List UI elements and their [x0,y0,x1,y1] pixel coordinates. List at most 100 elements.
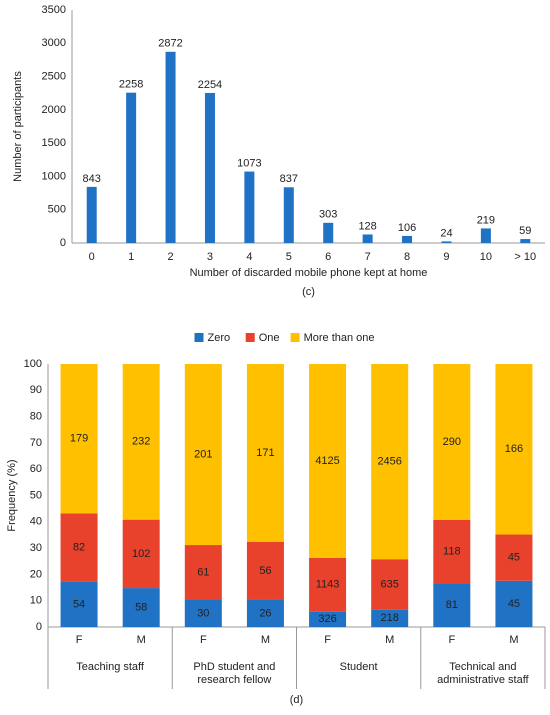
bar-segment [60,581,98,627]
y-tick-label: 40 [30,516,42,528]
x-tick-label: 7 [365,251,371,263]
x-tick-label: M [137,634,146,646]
x-tick-label: 3 [207,251,213,263]
x-tick-label: 5 [286,251,292,263]
y-tick-label: 3500 [42,4,66,16]
y-axis-label: Number of participants [12,71,24,182]
bar [86,186,97,243]
data-label: 56 [259,565,271,577]
x-tick-label: F [324,634,331,646]
x-tick-label: F [200,634,207,646]
data-label: 1073 [237,157,261,169]
y-tick-label: 2500 [42,70,66,82]
bar [323,222,334,243]
bar-segment [309,557,347,612]
data-label: 179 [70,433,88,445]
y-tick-label: 0 [60,237,66,249]
data-label: 102 [132,548,150,560]
x-tick-label: 0 [89,251,95,263]
x-tick-label: 8 [404,251,410,263]
bar-segment [371,559,409,610]
x-tick-label: 1 [128,251,134,263]
x-tick-label: 4 [246,251,252,263]
group-label: Teaching staff [76,661,145,673]
bar [441,241,452,243]
bar-segment [309,364,347,558]
data-label: 2456 [377,456,401,468]
bar-segment [433,364,471,520]
bar [165,51,176,244]
x-tick-label: F [76,634,83,646]
y-tick-label: 60 [30,463,42,475]
x-tick-label: M [261,634,270,646]
y-tick-label: 90 [30,384,42,396]
data-label: 219 [477,214,495,226]
x-tick-label: F [448,634,455,646]
x-tick-label: > 10 [514,251,536,263]
data-label: 59 [519,225,531,237]
bar-segment [246,364,284,542]
group-label: administrative staff [437,674,529,686]
legend-label: More than one [304,332,375,344]
data-label: 118 [443,546,461,558]
y-tick-label: 0 [36,621,42,633]
data-label: 2258 [119,79,143,91]
y-axis-label: Frequency (%) [6,459,18,531]
bar-segment [495,534,533,581]
data-label: 82 [73,542,85,554]
group-label: Student [340,661,378,673]
data-label: 24 [440,227,452,239]
bar-segment [122,519,160,589]
bar-segment [246,541,284,600]
bar-segment [60,364,98,514]
bar-segment [433,519,471,584]
group-label: research fellow [197,674,271,686]
bar-segment [184,364,222,546]
bar-segment [122,364,160,520]
data-label: 61 [197,566,209,578]
legend-swatch [290,333,300,342]
data-label: 290 [443,436,461,448]
data-label: 1143 [316,579,340,591]
legend-swatch [194,333,204,342]
legend-label: Zero [208,332,231,344]
y-tick-label: 70 [30,437,42,449]
caption: (d) [290,694,303,706]
x-axis-label: Number of discarded mobile phone kept at… [190,267,428,279]
y-tick-label: 1000 [42,170,66,182]
data-label: 303 [319,209,337,221]
bar [126,92,137,243]
y-tick-label: 80 [30,411,42,423]
bar-segment [371,609,409,627]
data-label: 54 [73,598,85,610]
bar-segment [184,545,222,600]
y-tick-label: 2000 [42,104,66,116]
y-tick-label: 20 [30,568,42,580]
data-label: 2254 [198,79,222,91]
bar-segment [309,611,347,627]
data-label: 218 [381,612,399,624]
y-tick-label: 30 [30,542,42,554]
legend-swatch [245,333,255,342]
data-label: 45 [508,552,520,564]
y-tick-label: 100 [24,358,42,370]
x-tick-label: M [385,634,394,646]
group-label: Technical and [449,661,516,673]
data-label: 326 [318,613,336,625]
group-label: PhD student and [193,661,275,673]
bar [520,239,531,243]
bar [402,235,413,243]
bar-segment [433,583,471,627]
y-tick-label: 1500 [42,137,66,149]
data-label: 81 [446,599,458,611]
bar-segment [184,599,222,627]
bar [283,187,294,243]
data-label: 128 [358,220,376,232]
bar-segment [495,580,533,627]
data-label: 201 [194,448,212,460]
data-label: 837 [280,173,298,185]
data-label: 4125 [315,455,339,467]
y-tick-label: 50 [30,489,42,501]
y-tick-label: 500 [48,204,66,216]
